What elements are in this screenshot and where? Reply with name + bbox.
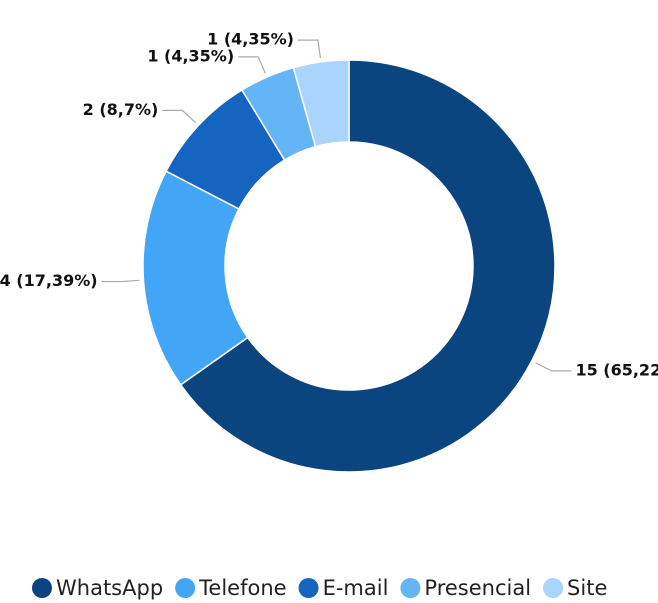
data-label: 4 (17,39%) <box>0 271 98 290</box>
legend-swatch <box>400 578 421 598</box>
legend-swatch <box>175 578 196 598</box>
donut-slice <box>292 59 350 148</box>
legend-swatch <box>543 578 564 598</box>
leader-line <box>297 39 321 59</box>
leader-line <box>535 362 572 372</box>
legend-swatch <box>32 578 52 598</box>
legend-label: E-mail <box>323 576 389 600</box>
legend-label: WhatsApp <box>56 576 163 600</box>
data-label: 1 (4,35%) <box>207 30 294 49</box>
data-label: 15 (65,22%) <box>575 360 658 379</box>
data-label: 1 (4,35%) <box>147 46 234 65</box>
legend-label: Site <box>567 576 607 600</box>
leader-line <box>238 56 266 74</box>
data-label: 2 (8,7%) <box>83 100 159 119</box>
leader-line <box>101 279 140 283</box>
legend-label: Presencial <box>424 576 531 600</box>
leader-line <box>162 109 196 124</box>
donut-slice <box>179 59 556 473</box>
legend-swatch <box>298 578 319 598</box>
legend-label: Telefone <box>198 576 286 600</box>
